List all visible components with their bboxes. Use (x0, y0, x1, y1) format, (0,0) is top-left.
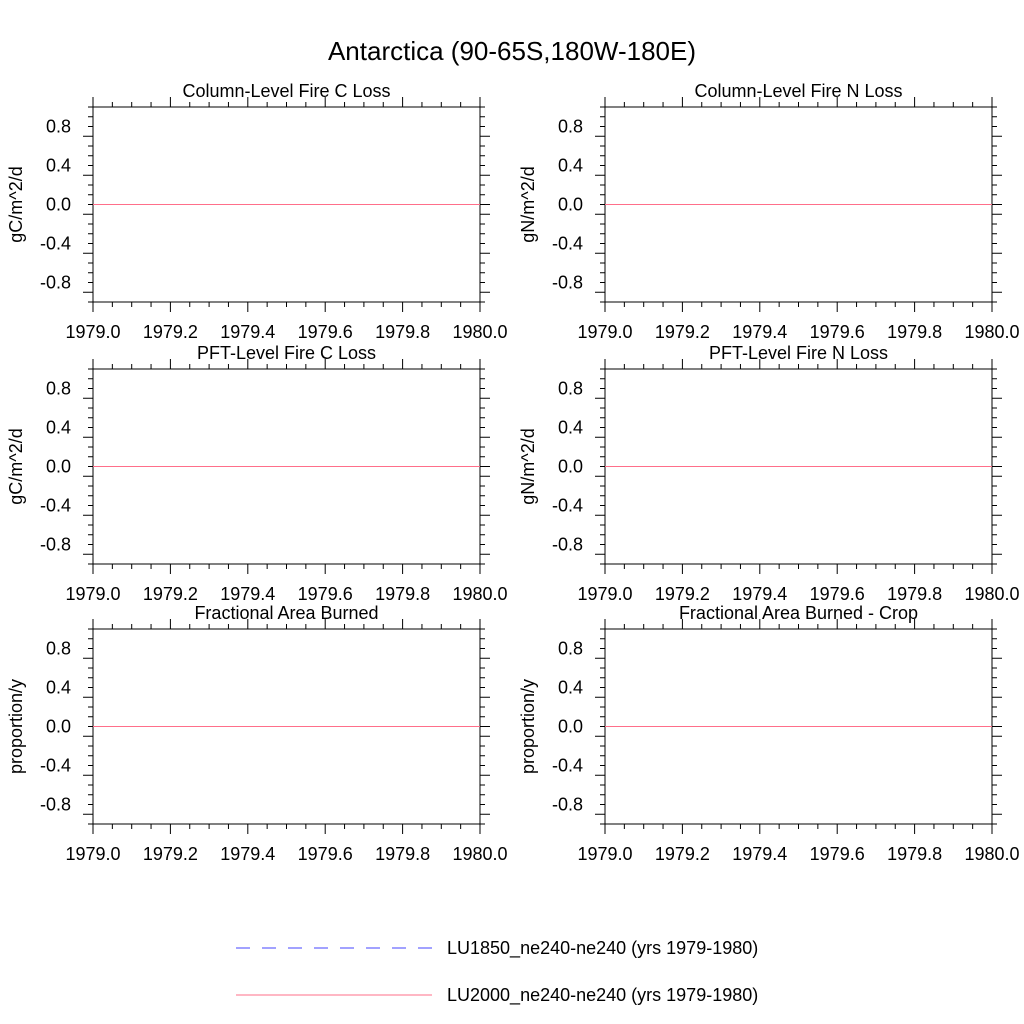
y-tick-label: 0.8 (46, 117, 71, 137)
y-tick-label: -0.8 (552, 535, 583, 555)
x-tick-label: 1979.2 (143, 322, 198, 342)
x-tick-label: 1979.0 (65, 322, 120, 342)
y-tick-label: -0.4 (40, 234, 71, 254)
y-tick-label: 0.0 (46, 717, 71, 737)
y-tick-label: 0.0 (558, 717, 583, 737)
x-tick-label: 1979.4 (732, 844, 787, 864)
panel-title: PFT-Level Fire C Loss (197, 343, 376, 363)
y-axis-label: gC/m^2/d (6, 428, 26, 504)
chart-panel-6: Fractional Area Burned - Crop proportion/… (518, 603, 1020, 864)
x-tick-label: 1979.4 (220, 844, 275, 864)
x-tick-label: 1980.0 (452, 322, 507, 342)
y-tick-label: 0.4 (46, 156, 71, 176)
y-tick-label: -0.4 (552, 234, 583, 254)
x-tick-label: 1980.0 (964, 322, 1019, 342)
legend-label-lu1850: LU1850_ne240-ne240 (yrs 1979-1980) (447, 938, 758, 959)
y-axis-label: proportion/y (6, 679, 26, 774)
y-tick-label: 0.4 (558, 156, 583, 176)
y-tick-label: 0.4 (46, 418, 71, 438)
x-tick-label: 1979.4 (732, 322, 787, 342)
panel-title: Column-Level Fire N Loss (694, 81, 902, 101)
y-tick-label: 0.4 (558, 678, 583, 698)
x-tick-label: 1979.2 (143, 844, 198, 864)
x-tick-label: 1979.0 (577, 322, 632, 342)
y-tick-label: -0.4 (552, 756, 583, 776)
y-tick-label: -0.8 (552, 795, 583, 815)
legend-label-lu2000: LU2000_ne240-ne240 (yrs 1979-1980) (447, 985, 758, 1006)
y-tick-label: -0.8 (40, 795, 71, 815)
legend: LU1850_ne240-ne240 (yrs 1979-1980) LU2000… (236, 938, 758, 1006)
chart-panel-3: PFT-Level Fire C Loss gC/m^2/d 1979.0 1979.… (6, 343, 508, 604)
x-tick-label: 1979.2 (143, 584, 198, 604)
y-tick-label: -0.8 (40, 535, 71, 555)
x-tick-label: 1979.6 (298, 584, 353, 604)
x-tick-label: 1979.4 (732, 584, 787, 604)
y-tick-label: -0.8 (552, 273, 583, 293)
panel-title: Column-Level Fire C Loss (182, 81, 390, 101)
y-tick-label: 0.0 (46, 195, 71, 215)
x-tick-label: 1979.6 (298, 322, 353, 342)
x-tick-label: 1979.2 (655, 844, 710, 864)
y-tick-label: -0.4 (40, 496, 71, 516)
chart-panel-4: PFT-Level Fire N Loss gN/m^2/d 1979.0 1979.… (518, 343, 1020, 604)
y-axis-label: gN/m^2/d (518, 428, 538, 504)
y-tick-label: 0.0 (558, 195, 583, 215)
x-tick-label: 1979.6 (810, 322, 865, 342)
x-tick-label: 1979.8 (887, 844, 942, 864)
x-tick-label: 1979.0 (577, 844, 632, 864)
y-tick-label: -0.4 (40, 756, 71, 776)
y-tick-label: 0.8 (558, 117, 583, 137)
y-tick-label: 0.0 (558, 457, 583, 477)
x-tick-label: 1979.0 (65, 844, 120, 864)
x-tick-label: 1979.8 (375, 584, 430, 604)
panels-group: Column-Level Fire C Loss gC/m^2/d 1979.0 19… (6, 81, 1020, 864)
x-tick-label: 1979.6 (810, 584, 865, 604)
chart-panel-1: Column-Level Fire C Loss gC/m^2/d 1979.0 19… (6, 81, 508, 342)
x-tick-label: 1980.0 (452, 844, 507, 864)
x-tick-label: 1979.6 (298, 844, 353, 864)
y-axis-label: proportion/y (518, 679, 538, 774)
y-tick-label: 0.4 (46, 678, 71, 698)
chart-panel-2: Column-Level Fire N Loss gN/m^2/d 1979.0 19… (518, 81, 1020, 342)
x-tick-label: 1980.0 (452, 584, 507, 604)
y-tick-label: 0.4 (558, 418, 583, 438)
x-tick-label: 1979.8 (375, 844, 430, 864)
x-tick-label: 1979.8 (887, 584, 942, 604)
x-tick-label: 1979.0 (65, 584, 120, 604)
x-tick-label: 1979.8 (887, 322, 942, 342)
x-tick-label: 1979.8 (375, 322, 430, 342)
y-axis-label: gC/m^2/d (6, 166, 26, 242)
y-axis-label: gN/m^2/d (518, 166, 538, 242)
figure-title: Antarctica (90-65S,180W-180E) (328, 36, 696, 66)
panel-title: Fractional Area Burned - Crop (679, 603, 918, 623)
x-tick-label: 1979.4 (220, 322, 275, 342)
y-tick-label: -0.8 (40, 273, 71, 293)
x-tick-label: 1980.0 (964, 584, 1019, 604)
panel-title: Fractional Area Burned (194, 603, 378, 623)
panel-title: PFT-Level Fire N Loss (709, 343, 888, 363)
x-tick-label: 1979.4 (220, 584, 275, 604)
y-tick-label: 0.8 (558, 639, 583, 659)
x-tick-label: 1980.0 (964, 844, 1019, 864)
x-tick-label: 1979.0 (577, 584, 632, 604)
x-tick-label: 1979.6 (810, 844, 865, 864)
y-tick-label: 0.8 (46, 639, 71, 659)
x-tick-label: 1979.2 (655, 584, 710, 604)
y-tick-label: -0.4 (552, 496, 583, 516)
chart-panel-5: Fractional Area Burned proportion/y 1979.0… (6, 603, 508, 864)
x-tick-label: 1979.2 (655, 322, 710, 342)
y-tick-label: 0.8 (46, 379, 71, 399)
y-tick-label: 0.8 (558, 379, 583, 399)
y-tick-label: 0.0 (46, 457, 71, 477)
